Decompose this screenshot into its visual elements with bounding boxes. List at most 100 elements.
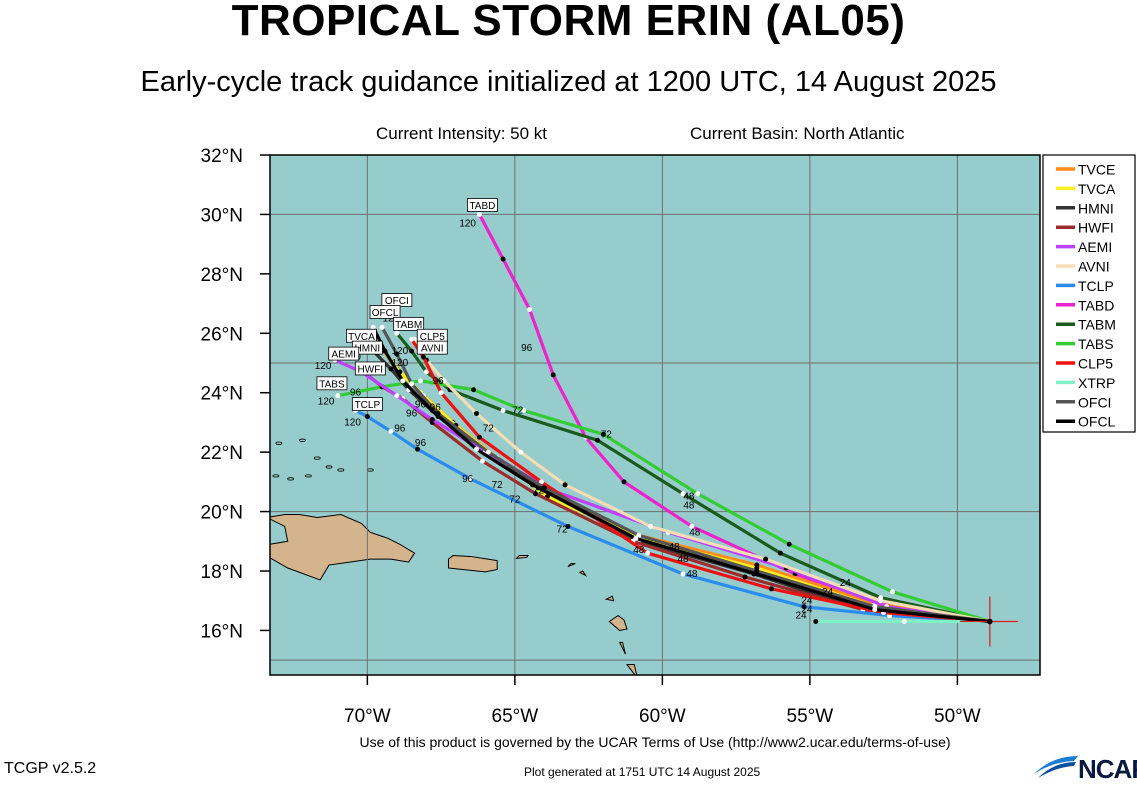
track-point-hwfi xyxy=(742,574,748,580)
track-tag-box xyxy=(393,316,425,331)
track-tag-label: HMNI xyxy=(355,344,381,355)
track-point-tabm xyxy=(777,550,783,556)
forecast-hour-label: 24 xyxy=(840,578,852,589)
track-tag-box xyxy=(351,397,383,412)
track-point-ofcl xyxy=(872,607,878,613)
initial-position-marker xyxy=(987,618,993,625)
lon-tick-label: 50°W xyxy=(934,706,981,727)
legend-label: TABS xyxy=(1078,336,1114,352)
track-tag-label: TABD xyxy=(469,201,495,212)
forecast-hour-label: 120 xyxy=(459,218,476,229)
track-point-avni xyxy=(518,449,524,455)
lat-tick-label: 16°N xyxy=(201,621,243,642)
forecast-hour-label: 96 xyxy=(394,423,406,434)
track-point-ofci xyxy=(485,449,491,455)
island-land xyxy=(567,563,576,568)
forecast-hour-label: 48 xyxy=(686,569,698,580)
track-tag-tclp: TCLP xyxy=(351,397,383,412)
forecast-hour-label: 48 xyxy=(633,545,645,556)
track-point-ofcl xyxy=(370,324,376,330)
track-point-tabm xyxy=(680,491,686,497)
forecast-hour-label: 120 xyxy=(391,346,408,357)
track-tag-label: AEMI xyxy=(332,350,356,361)
lat-tick-label: 30°N xyxy=(201,205,243,226)
small-island-outline xyxy=(313,456,321,460)
legend-item-tabd: TABD xyxy=(1056,297,1114,313)
lat-tick-label: 22°N xyxy=(201,443,243,464)
legend-item-xtrp: XTRP xyxy=(1056,375,1115,391)
forecast-hour-label: 72 xyxy=(601,429,613,440)
legend-item-tclp: TCLP xyxy=(1056,278,1114,294)
track-point-clp5 xyxy=(409,336,415,342)
forecast-hour-label: 72 xyxy=(492,480,504,491)
track-point-xtrp xyxy=(901,619,907,625)
track-point-tabd xyxy=(476,211,482,217)
lat-tick-label: 28°N xyxy=(201,265,243,286)
forecast-hour-label: 48 xyxy=(683,501,695,512)
track-point-hmni xyxy=(388,366,394,372)
legend-item-ofcl: OFCL xyxy=(1056,414,1116,430)
island-land xyxy=(608,614,628,631)
track-point-xtrp xyxy=(813,619,819,625)
forecast-hour-label: 48 xyxy=(683,492,695,503)
track-tag-box xyxy=(328,346,360,361)
track-point-avni xyxy=(441,378,447,384)
forecast-hour-label: 96 xyxy=(521,343,533,354)
track-tag-clp5: CLP5 xyxy=(416,328,448,343)
track-point-tabd xyxy=(527,307,533,313)
track-point-tabd xyxy=(689,523,695,529)
track-point-avni xyxy=(763,556,769,562)
lat-tick-label: 20°N xyxy=(201,503,243,524)
lat-tick-label: 24°N xyxy=(201,384,243,405)
legend-item-clp5: CLP5 xyxy=(1056,356,1113,372)
track-point-tabs xyxy=(889,589,895,595)
track-point-tabs xyxy=(786,541,792,547)
track-point-ofcl xyxy=(530,482,536,488)
track-point-avni xyxy=(648,523,654,529)
forecast-hour-label: 72 xyxy=(512,406,524,417)
track-point-ofcl xyxy=(400,378,406,384)
map-frame xyxy=(269,154,1041,676)
track-tag-hwfi: HWFI xyxy=(354,361,386,375)
track-point-tabs xyxy=(521,408,527,414)
forecast-hour-label: 72 xyxy=(533,486,545,497)
track-point-avni xyxy=(562,482,568,488)
forecast-hour-label: 96 xyxy=(350,388,362,399)
track-point-tabd xyxy=(550,372,556,378)
lon-tick-label: 65°W xyxy=(492,706,539,727)
track-tag-tvca: TVCA xyxy=(346,328,377,343)
track-tag-hmni: HMNI xyxy=(351,340,383,355)
track-line-tabs xyxy=(336,379,992,624)
track-point-tabm xyxy=(594,437,600,443)
track-point-tabm xyxy=(500,408,506,414)
forecast-hour-label: 120 xyxy=(391,358,408,369)
chart-subtitle: Early-cycle track guidance initialized a… xyxy=(140,66,997,98)
track-point-tclp xyxy=(565,523,571,529)
track-tag-aemi: AEMI xyxy=(328,346,360,361)
small-island-outline xyxy=(304,474,312,478)
terms-of-use: Use of this product is governed by the U… xyxy=(359,734,951,750)
island-land xyxy=(625,664,638,675)
track-tag-tabs: TABS xyxy=(316,376,348,390)
track-tag-avni: AVNI xyxy=(416,340,448,355)
legend-label: HWFI xyxy=(1078,220,1114,236)
lat-tick-label: 32°N xyxy=(201,146,243,167)
forecast-hour-label: 24 xyxy=(795,611,807,622)
small-island-outline xyxy=(272,474,280,478)
legend-item-tabs: TABS xyxy=(1056,336,1114,352)
forecast-hour-label: 24 xyxy=(801,596,813,607)
forecast-hour-label: 96 xyxy=(406,408,418,419)
track-tag-tabd: TABD xyxy=(467,198,498,212)
track-point-tabs xyxy=(471,387,477,393)
forecast-hour-label: 96 xyxy=(415,438,427,449)
chart-title: TROPICAL STORM ERIN (AL05) xyxy=(231,0,906,45)
legend-box xyxy=(1042,154,1136,433)
hispaniola-land xyxy=(270,514,416,581)
track-point-ofcl xyxy=(429,408,435,414)
small-island-outline xyxy=(337,468,345,472)
forecast-hour-label: 96 xyxy=(430,403,442,414)
track-point-clp5 xyxy=(645,550,651,556)
track-point-ofcl xyxy=(474,446,480,452)
track-point-tclp xyxy=(415,446,421,452)
